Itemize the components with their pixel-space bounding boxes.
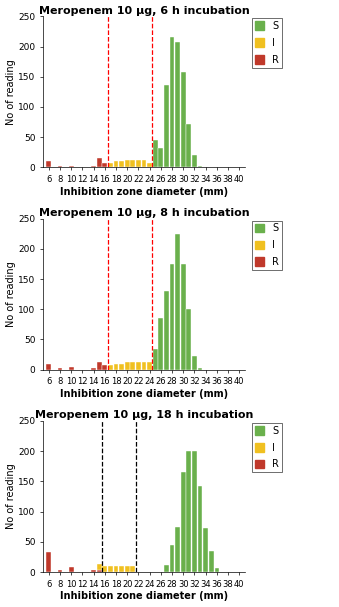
Bar [136, 362, 141, 370]
Bar [46, 161, 51, 168]
Bar [69, 166, 74, 168]
X-axis label: Inhibition zone diameter (mm): Inhibition zone diameter (mm) [60, 591, 228, 602]
Bar [131, 160, 135, 168]
Bar [58, 368, 62, 370]
Bar [198, 166, 202, 168]
Bar [175, 527, 180, 572]
Bar [102, 566, 107, 572]
Y-axis label: No of reading: No of reading [5, 464, 16, 529]
Bar [131, 362, 135, 370]
Bar [108, 365, 113, 370]
Bar [58, 569, 62, 572]
Bar [175, 234, 180, 370]
Bar [153, 348, 158, 370]
Bar [119, 364, 124, 370]
Bar [125, 160, 129, 168]
Bar [125, 362, 129, 370]
Bar [108, 163, 113, 168]
Bar [97, 569, 102, 572]
Bar [153, 140, 158, 168]
Bar [142, 160, 146, 168]
Bar [114, 364, 118, 370]
Bar [170, 38, 175, 168]
Bar [198, 368, 202, 370]
Bar [102, 365, 107, 370]
Bar [58, 166, 62, 168]
Legend: S, I, R: S, I, R [252, 423, 282, 472]
Legend: S, I, R: S, I, R [252, 220, 282, 270]
Y-axis label: No of reading: No of reading [5, 59, 16, 124]
Bar [192, 356, 197, 370]
Bar [91, 570, 96, 572]
Bar [136, 160, 141, 168]
Bar [119, 566, 124, 572]
Title: Meropenem 10 μg, 6 h incubation: Meropenem 10 μg, 6 h incubation [39, 5, 250, 16]
Bar [170, 545, 175, 572]
Bar [181, 72, 186, 168]
Bar [209, 551, 214, 572]
Bar [215, 568, 219, 572]
X-axis label: Inhibition zone diameter (mm): Inhibition zone diameter (mm) [60, 389, 228, 399]
Bar [198, 486, 202, 572]
Bar [91, 166, 96, 168]
Bar [97, 563, 102, 569]
Bar [46, 364, 51, 370]
Bar [192, 451, 197, 572]
Bar [175, 42, 180, 168]
Bar [186, 310, 191, 370]
Bar [102, 163, 107, 168]
Legend: S, I, R: S, I, R [252, 18, 282, 67]
Bar [164, 565, 169, 572]
Bar [192, 155, 197, 168]
Bar [125, 566, 129, 572]
Bar [108, 566, 113, 572]
Bar [181, 472, 186, 572]
Bar [69, 567, 74, 572]
Bar [69, 367, 74, 370]
Bar [164, 291, 169, 370]
Bar [119, 161, 124, 168]
Bar [147, 163, 152, 168]
Title: Meropenem 10 μg, 8 h incubation: Meropenem 10 μg, 8 h incubation [39, 208, 250, 218]
X-axis label: Inhibition zone diameter (mm): Inhibition zone diameter (mm) [60, 187, 228, 197]
Bar [186, 124, 191, 168]
Bar [114, 161, 118, 168]
Bar [97, 362, 102, 370]
Bar [186, 451, 191, 572]
Bar [46, 552, 51, 572]
Bar [97, 158, 102, 168]
Title: Meropenem 10 μg, 18 h incubation: Meropenem 10 μg, 18 h incubation [35, 410, 253, 420]
Bar [131, 566, 135, 572]
Bar [203, 528, 208, 572]
Bar [170, 264, 175, 370]
Bar [181, 264, 186, 370]
Bar [164, 84, 169, 168]
Bar [142, 362, 146, 370]
Bar [114, 566, 118, 572]
Bar [159, 318, 163, 370]
Y-axis label: No of reading: No of reading [5, 261, 16, 327]
Bar [91, 368, 96, 370]
Bar [159, 148, 163, 168]
Bar [147, 362, 152, 370]
